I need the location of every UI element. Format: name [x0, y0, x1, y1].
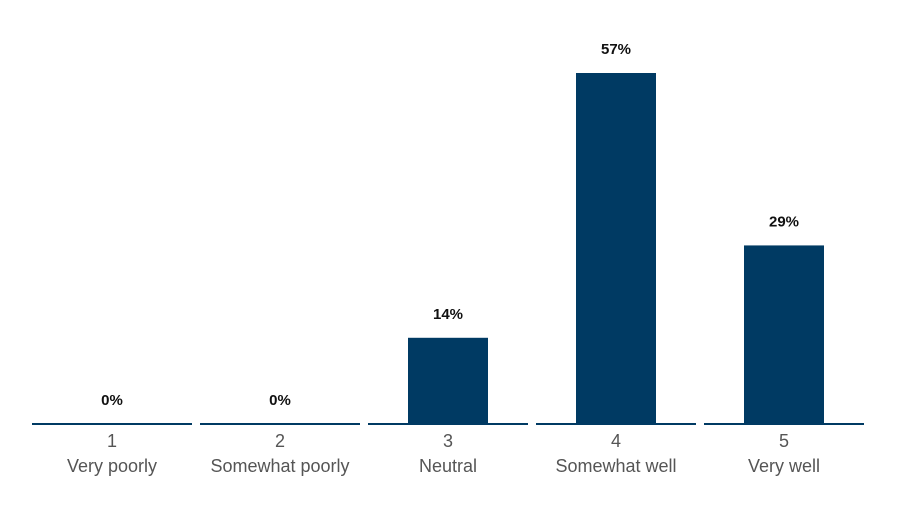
bar [744, 245, 824, 424]
x-tick-number: 1 [107, 431, 117, 451]
x-tick-label: Very well [748, 456, 820, 476]
bar [576, 73, 656, 424]
data-label-group: 0% 0% 14% 57% 29% [101, 41, 799, 409]
x-tick-number: 4 [611, 431, 621, 451]
data-label: 29% [769, 213, 799, 230]
data-label: 14% [433, 306, 463, 323]
x-axis-tick-group: 1 Very poorly 2 Somewhat poorly 3 Neutral 4 Som… [67, 431, 820, 476]
x-tick-label: Somewhat well [555, 456, 676, 476]
x-tick-label: Somewhat poorly [210, 456, 349, 476]
x-tick-number: 5 [779, 431, 789, 451]
x-tick-label: Neutral [419, 456, 477, 476]
x-tick-label: Very poorly [67, 456, 157, 476]
bar-group [408, 73, 824, 424]
x-tick-number: 2 [275, 431, 285, 451]
data-label: 0% [269, 392, 291, 409]
bar [408, 337, 488, 424]
x-tick-number: 3 [443, 431, 453, 451]
data-label: 57% [601, 41, 631, 58]
data-label: 0% [101, 392, 123, 409]
